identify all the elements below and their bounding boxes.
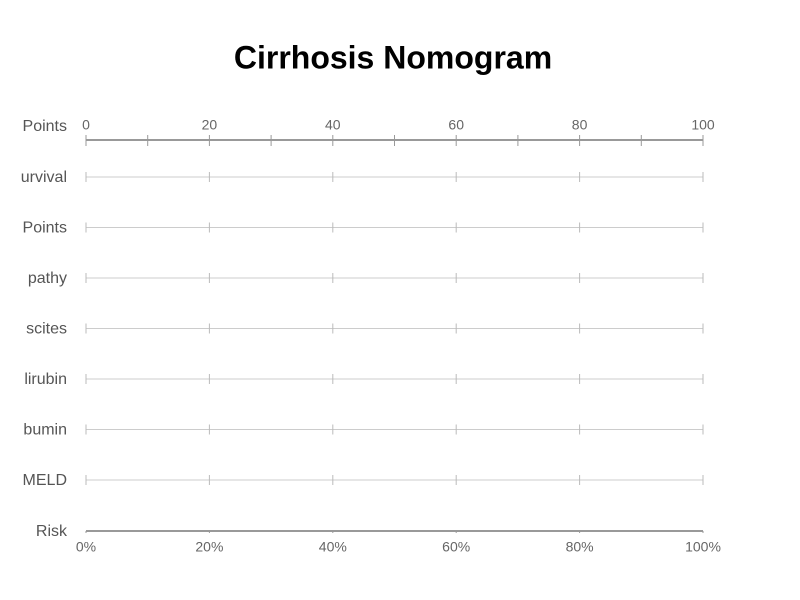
title: Cirrhosis Nomogram (234, 39, 552, 75)
tick-label: 100 (691, 117, 715, 133)
row-label: pathy (28, 270, 67, 287)
row-label: bumin (23, 422, 67, 439)
tick-label: 40 (325, 117, 341, 133)
row-label: MELD (23, 472, 67, 489)
tick-label: 80% (566, 539, 594, 555)
tick-label: 0% (76, 539, 96, 555)
tick-label: 0 (82, 117, 90, 133)
tick-label: 40% (319, 539, 347, 555)
axis-label: Points (23, 118, 67, 135)
tick-label: 80 (572, 117, 588, 133)
row-label: Points (23, 220, 67, 237)
tick-label: 60% (442, 539, 470, 555)
tick-label: 60 (448, 117, 464, 133)
row-label: lirubin (24, 371, 67, 388)
row-label: urvival (21, 169, 67, 186)
axis-label: Risk (36, 523, 68, 540)
tick-label: 20% (195, 539, 223, 555)
tick-label: 100% (685, 539, 721, 555)
tick-label: 20 (202, 117, 218, 133)
row-labels: Points urvival Points pathy scites lirubin bum… (21, 118, 68, 540)
row-label: scites (26, 321, 67, 338)
